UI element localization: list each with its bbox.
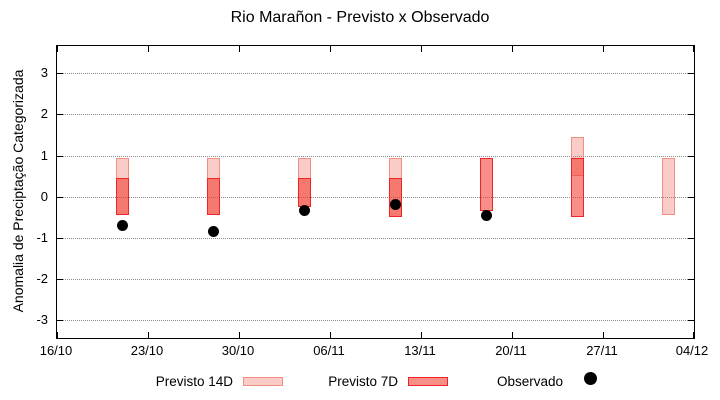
gridline-y--3 — [57, 319, 694, 321]
y-tick-left — [57, 319, 63, 321]
y-tick-label: -1 — [36, 229, 48, 245]
bar-previsto-7d-21-10 — [115, 178, 129, 216]
x-tick-bottom — [693, 332, 694, 338]
bar-previsto-7d-18-11 — [479, 157, 493, 211]
x-tick-label: 20/11 — [495, 343, 527, 358]
chart-title: Rio Marañon - Previsto x Observado — [230, 9, 490, 26]
gridline-y--1 — [57, 237, 694, 239]
legend-swatch-previsto-7d-icon — [408, 377, 448, 386]
y-tick-label: 1 — [40, 147, 48, 163]
legend-label-previsto-14d: Previsto 14D — [155, 374, 233, 389]
bar-previsto-7d-28-10 — [206, 178, 220, 216]
plot-area — [56, 45, 695, 339]
y-tick-right — [688, 155, 694, 157]
x-tick-bottom — [57, 332, 58, 338]
x-tick-top — [330, 46, 331, 52]
legend-swatch-previsto-14d-icon — [243, 377, 283, 386]
x-tick-bottom — [148, 332, 149, 338]
y-tick-label: -3 — [36, 311, 48, 327]
y-tick-left — [57, 196, 63, 198]
gridline-y-0 — [57, 196, 694, 198]
y-tick-right — [688, 237, 694, 239]
x-tick-top — [57, 46, 58, 52]
y-tick-label: 3 — [40, 65, 48, 81]
x-tick-bottom — [512, 332, 513, 338]
x-tick-label: 04/12 — [675, 343, 709, 358]
x-tick-label: 16/10 — [39, 343, 73, 358]
x-tick-label: 30/10 — [221, 343, 255, 358]
y-tick-label: 0 — [40, 188, 48, 204]
y-tick-left — [57, 73, 63, 75]
y-tick-right — [688, 73, 694, 75]
x-tick-top — [421, 46, 422, 52]
x-tick-top — [239, 46, 240, 52]
bar-previsto-14d-02-12 — [661, 157, 675, 216]
x-tick-bottom — [603, 332, 604, 338]
y-tick-right — [688, 278, 694, 280]
y-tick-label: 2 — [40, 106, 48, 122]
observado-dot-21-10 — [116, 219, 128, 231]
x-tick-label: 23/10 — [130, 343, 164, 358]
y-tick-left — [57, 237, 63, 239]
y-tick-right — [688, 319, 694, 321]
bar-previsto-7d-04-11 — [297, 178, 311, 207]
x-tick-top — [512, 46, 513, 52]
y-tick-right — [688, 196, 694, 198]
x-tick-label: 06/11 — [313, 343, 345, 358]
legend-label-observado: Observado — [496, 374, 563, 389]
gridline-y--2 — [57, 278, 694, 280]
x-tick-top — [603, 46, 604, 52]
observado-dot-04-11 — [298, 205, 310, 217]
gridline-y-2 — [57, 114, 694, 116]
legend-observado-dot-icon — [584, 372, 597, 385]
observado-dot-28-10 — [207, 226, 219, 238]
x-tick-label: 13/11 — [404, 343, 436, 358]
legend-label-previsto-7d: Previsto 7D — [328, 374, 398, 389]
x-tick-bottom — [330, 332, 331, 338]
y-tick-left — [57, 114, 63, 116]
chart-legend: Previsto 14D Previsto 7D Observado — [0, 370, 720, 396]
observado-dot-18-11 — [480, 209, 492, 221]
bar-previsto-7d-25-11 — [570, 157, 584, 218]
y-tick-right — [688, 114, 694, 116]
x-tick-label: 27/11 — [586, 343, 618, 358]
y-tick-left — [57, 155, 63, 157]
observado-dot-11-11 — [389, 199, 401, 211]
x-tick-top — [148, 46, 149, 52]
gridline-y-3 — [57, 73, 694, 75]
y-tick-label: -2 — [36, 270, 48, 286]
bar-previsto-7d-11-11 — [388, 178, 402, 218]
x-tick-top — [693, 46, 694, 52]
x-tick-bottom — [421, 332, 422, 338]
x-tick-bottom — [239, 332, 240, 338]
gridline-y-1 — [57, 155, 694, 157]
y-tick-left — [57, 278, 63, 280]
